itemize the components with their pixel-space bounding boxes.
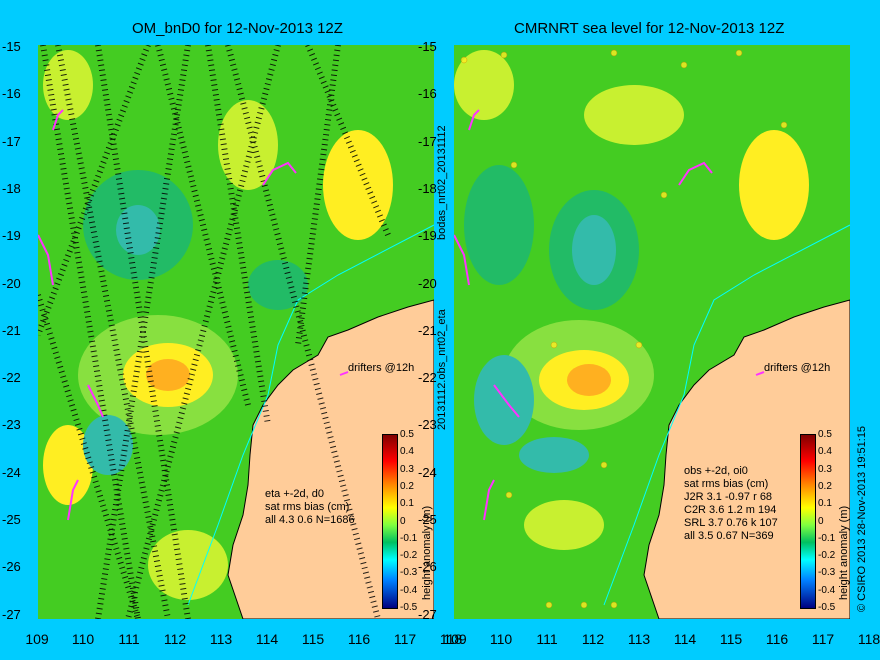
y-tick-label: -17 bbox=[2, 133, 21, 149]
y-tick-label: -21 bbox=[418, 322, 437, 338]
left-map-panel bbox=[38, 45, 434, 619]
left-drifters-label: drifters @12h bbox=[348, 362, 415, 374]
x-tick-label: 117 bbox=[393, 631, 417, 647]
colorbar-tick-label: -0.2 bbox=[818, 550, 836, 562]
right-drifters-label: drifters @12h bbox=[764, 362, 831, 374]
y-tick-label: -18 bbox=[2, 180, 21, 196]
left-stats-line-3: all 4.3 0.6 N=1686 bbox=[265, 514, 355, 526]
right-stats-line-3: J2R 3.1 -0.97 r 68 bbox=[684, 491, 773, 503]
colorbar-tick-label: -0.3 bbox=[818, 567, 836, 579]
x-tick-label: 114 bbox=[673, 631, 697, 647]
colorbar-tick-label: 0 bbox=[818, 515, 824, 527]
colorbar-tick-label: -0.4 bbox=[400, 584, 418, 596]
x-tick-label: 109 bbox=[443, 631, 467, 647]
left-stats-line-1: eta +-2d, d0 bbox=[265, 488, 325, 500]
y-tick-label: -27 bbox=[418, 606, 437, 622]
y-tick-label: -20 bbox=[418, 275, 437, 291]
x-tick-label: 109 bbox=[25, 631, 49, 647]
y-tick-label: -23 bbox=[418, 417, 437, 433]
colorbar-tick-label: 0.2 bbox=[400, 480, 414, 492]
right-stats-line-5: SRL 3.7 0.76 k 107 bbox=[684, 517, 778, 529]
colorbar-tick-label: -0.5 bbox=[400, 602, 418, 613]
x-tick-label: 112 bbox=[163, 631, 187, 647]
right-stats-line-4: C2R 3.6 1.2 m 194 bbox=[684, 504, 777, 516]
x-tick-label: 117 bbox=[811, 631, 835, 647]
x-tick-label: 116 bbox=[347, 631, 371, 647]
x-tick-label: 113 bbox=[627, 631, 651, 647]
colorbar-tick-label: 0.2 bbox=[818, 480, 832, 492]
y-tick-label: -16 bbox=[418, 86, 437, 102]
x-tick-label: 118 bbox=[439, 631, 463, 647]
colorbar-tick-label: 0.1 bbox=[818, 498, 832, 510]
left-colorbar bbox=[382, 434, 398, 609]
right-map-panel bbox=[454, 45, 850, 619]
obs-file-label: 20131112.obs_nrt02_eta bbox=[436, 309, 448, 430]
y-tick-label: -20 bbox=[2, 275, 21, 291]
right-stats-line-6: all 3.5 0.67 N=369 bbox=[684, 530, 774, 542]
x-tick-label: 110 bbox=[489, 631, 513, 647]
x-tick-label: 111 bbox=[536, 631, 558, 647]
right-colorbar-label: height anomaly (m) bbox=[838, 505, 850, 600]
right-stats-line-1: obs +-2d, oi0 bbox=[684, 465, 748, 477]
colorbar-tick-label: -0.3 bbox=[400, 567, 418, 579]
y-tick-label: -26 bbox=[418, 559, 437, 575]
x-tick-label: 116 bbox=[765, 631, 789, 647]
right-map-graphic bbox=[454, 45, 850, 619]
colorbar-tick-label: -0.5 bbox=[818, 602, 836, 613]
colorbar-tick-label: -0.1 bbox=[400, 532, 418, 544]
colorbar-tick-label: -0.1 bbox=[818, 532, 836, 544]
y-tick-label: -27 bbox=[2, 606, 21, 622]
y-tick-label: -24 bbox=[2, 464, 21, 480]
left-stats-line-2: sat rms bias (cm) bbox=[265, 501, 350, 513]
run-id-label: bodas_nrt02_20131112 bbox=[436, 125, 448, 240]
x-tick-label: 118 bbox=[857, 631, 880, 647]
y-tick-label: -19 bbox=[418, 228, 437, 244]
x-tick-label: 114 bbox=[255, 631, 279, 647]
colorbar-tick-label: 0.1 bbox=[400, 498, 414, 510]
y-tick-label: -22 bbox=[2, 370, 21, 386]
y-tick-label: -18 bbox=[418, 180, 437, 196]
colorbar-tick-label: 0.3 bbox=[818, 463, 832, 475]
colorbar-tick-label: -0.2 bbox=[400, 550, 418, 562]
right-stats-line-2: sat rms bias (cm) bbox=[684, 478, 769, 490]
y-tick-label: -16 bbox=[2, 86, 21, 102]
colorbar-tick-label: 0.5 bbox=[818, 429, 832, 440]
y-tick-label: -23 bbox=[2, 417, 21, 433]
colorbar-tick-label: 0.5 bbox=[400, 429, 414, 440]
x-tick-label: 113 bbox=[209, 631, 233, 647]
left-map-graphic bbox=[38, 45, 434, 619]
y-tick-label: -15 bbox=[2, 39, 21, 54]
y-tick-label: -24 bbox=[418, 464, 437, 480]
colorbar-tick-label: 0.3 bbox=[400, 463, 414, 475]
y-tick-label: -17 bbox=[418, 133, 437, 149]
right-colorbar bbox=[800, 434, 816, 609]
x-tick-label: 111 bbox=[118, 631, 140, 647]
x-tick-label: 115 bbox=[719, 631, 743, 647]
y-tick-label: -25 bbox=[418, 512, 437, 527]
y-tick-label: -22 bbox=[418, 370, 437, 386]
x-tick-label: 115 bbox=[301, 631, 325, 647]
colorbar-tick-label: -0.4 bbox=[818, 584, 836, 596]
y-tick-label: -15 bbox=[418, 39, 437, 54]
x-tick-label: 112 bbox=[581, 631, 605, 647]
colorbar-tick-label: 0.4 bbox=[400, 446, 414, 458]
x-tick-label: 110 bbox=[71, 631, 95, 647]
colorbar-tick-label: 0 bbox=[400, 515, 406, 527]
right-map-title: CMRNRT sea level for 12-Nov-2013 12Z bbox=[514, 20, 785, 37]
colorbar-tick-label: 0.4 bbox=[818, 446, 832, 458]
y-tick-label: -21 bbox=[2, 322, 21, 338]
y-tick-label: -19 bbox=[2, 228, 21, 244]
copyright-label: © CSIRO 2013 28-Nov-2013 19:51:15 bbox=[856, 425, 868, 612]
left-map-title: OM_bnD0 for 12-Nov-2013 12Z bbox=[132, 20, 343, 37]
y-tick-label: -26 bbox=[2, 559, 21, 575]
y-tick-label: -25 bbox=[2, 512, 21, 527]
